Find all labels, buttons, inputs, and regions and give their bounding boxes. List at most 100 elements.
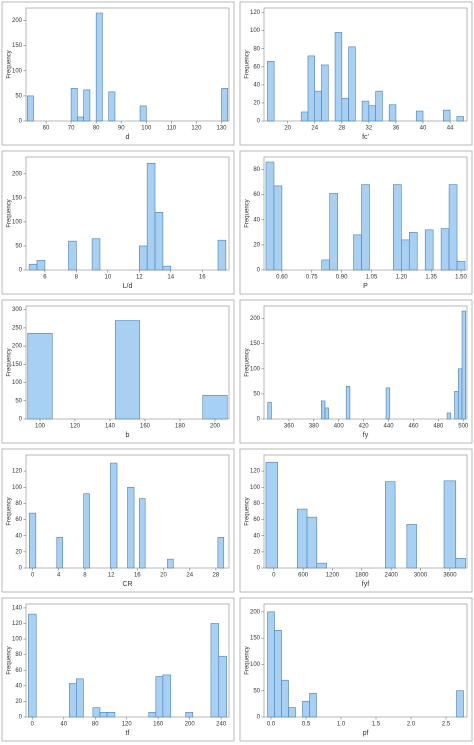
x-tick-label: 420 [359, 424, 370, 430]
y-tick-label: 80 [15, 652, 22, 658]
bar [139, 245, 148, 271]
x-tick-label: 70 [68, 126, 75, 132]
bar [83, 493, 90, 569]
y-tick-label: 50 [253, 688, 260, 694]
plot-area [25, 156, 230, 271]
x-tick-label: 120 [70, 424, 81, 430]
bar [218, 655, 227, 718]
x-tick-label: 120 [191, 126, 202, 132]
bar [334, 32, 343, 122]
y-axis-label: Frequency [245, 646, 251, 674]
x-tick-label: 32 [366, 126, 373, 132]
x-tick-label: 40 [420, 126, 427, 132]
x-tick-label: 380 [309, 424, 320, 430]
x-tick-label: 24 [311, 126, 318, 132]
bar [167, 558, 174, 569]
x-tick-label: 1800 [355, 573, 369, 579]
x-tick-label: 10 [104, 275, 111, 281]
y-tick-label: 200 [12, 171, 23, 177]
bar [28, 613, 37, 718]
y-tick-label: 150 [250, 636, 261, 642]
y-tick-label: 20 [15, 549, 22, 555]
bar [296, 508, 308, 569]
bar [108, 91, 116, 122]
bar [446, 412, 452, 420]
bar [316, 562, 327, 569]
x-tick-label: 36 [393, 126, 400, 132]
y-tick-label: 150 [12, 362, 23, 368]
y-tick-label: 120 [12, 469, 23, 475]
x-tick-label: 160 [140, 424, 151, 430]
bar [456, 116, 464, 122]
bar [307, 55, 316, 122]
bar [341, 98, 349, 122]
x-axis-label: b [126, 432, 130, 439]
bar [368, 105, 376, 122]
bar [353, 234, 362, 271]
plot-area [25, 7, 230, 122]
bar [162, 265, 172, 271]
bar [68, 683, 77, 718]
y-tick-label: 200 [250, 316, 261, 322]
x-tick-label: 460 [408, 424, 419, 430]
x-tick-label: 1.5 [372, 722, 381, 728]
y-axis-label: Frequency [7, 646, 13, 674]
y-axis-label: Frequency [245, 50, 251, 78]
x-tick-label: 60 [43, 126, 50, 132]
y-tick-label: 100 [12, 219, 23, 225]
bar [139, 105, 147, 122]
bar [267, 402, 272, 420]
x-tick-label: 240 [216, 722, 227, 728]
x-tick-label: 110 [167, 126, 177, 132]
y-axis-label: Frequency [245, 199, 251, 227]
y-tick-label: 200 [250, 609, 261, 615]
bar [114, 320, 141, 420]
x-tick-label: 44 [447, 126, 454, 132]
y-tick-label: 100 [12, 68, 23, 74]
bar [265, 461, 278, 569]
bar [28, 512, 37, 569]
y-tick-label: 80 [253, 46, 260, 52]
bar [288, 707, 296, 718]
bar [68, 240, 77, 271]
plot-area [263, 603, 468, 718]
x-tick-label: 40 [60, 722, 67, 728]
x-tick-label: 120 [122, 722, 133, 728]
x-axis-label: P [363, 283, 368, 290]
y-tick-label: 80 [253, 167, 260, 173]
x-tick-label: 24 [186, 573, 193, 579]
y-tick-label: 100 [250, 28, 261, 34]
bar [210, 623, 220, 718]
bar [99, 712, 108, 718]
bar [77, 116, 84, 122]
bar [385, 387, 391, 420]
x-axis-label: fc' [362, 134, 369, 141]
bar [393, 184, 402, 271]
bar [443, 480, 457, 569]
x-tick-label: 20 [284, 126, 291, 132]
plot-area [263, 454, 468, 569]
bar [221, 88, 229, 122]
x-tick-label: 160 [153, 722, 164, 728]
y-tick-label: 100 [12, 380, 23, 386]
bar [324, 407, 330, 420]
bar [361, 184, 370, 271]
x-tick-label: 8 [75, 275, 79, 281]
y-tick-label: 20 [253, 242, 260, 248]
bar [314, 90, 322, 122]
bar [454, 391, 459, 420]
y-axis-label: Frequency [7, 497, 13, 525]
y-tick-label: 60 [253, 64, 260, 70]
x-tick-label: 0 [272, 573, 276, 579]
bar [345, 386, 351, 420]
x-axis-label: tf [126, 730, 130, 737]
bar [185, 712, 194, 718]
y-tick-label: 40 [253, 533, 260, 539]
x-tick-label: 90 [118, 126, 125, 132]
x-tick-label: 3000 [414, 573, 428, 579]
bar [302, 700, 310, 718]
plot-area [25, 603, 230, 718]
y-axis-label: Frequency [7, 199, 13, 227]
bar [267, 61, 275, 122]
y-tick-label: 60 [253, 517, 260, 523]
